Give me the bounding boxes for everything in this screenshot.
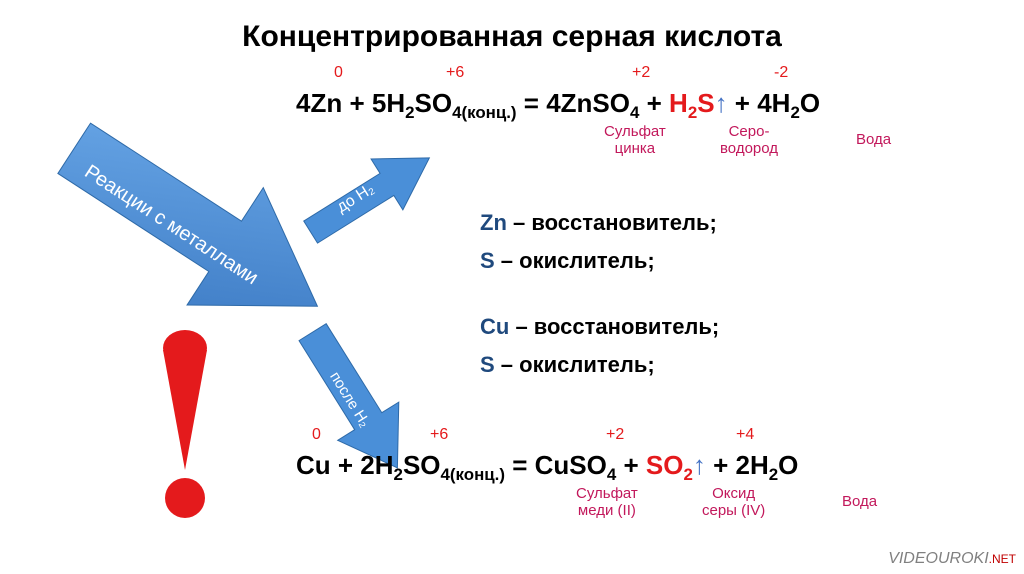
os-cu-plus2: +2 <box>606 426 624 444</box>
role-zn: Zn – восстановитель; <box>480 210 717 236</box>
label-znso4: Сульфатцинка <box>604 124 666 157</box>
os-s-plus6: +6 <box>446 64 464 82</box>
os-s-minus2: -2 <box>774 64 788 82</box>
os-zn-0: 0 <box>334 64 343 82</box>
os-s-plus4: +4 <box>736 426 754 444</box>
equation-2: Cu + 2H2SO4(конц.) = CuSO4 + SO2↑ + 2H2O <box>296 450 798 485</box>
page-title: Концентрированная серная кислота <box>0 0 1024 54</box>
role-s-2: S – окислитель; <box>480 352 655 378</box>
label-h2o-2: Вода <box>842 494 877 511</box>
label-so2: Оксидсеры (IV) <box>702 486 765 519</box>
os-s-plus6-2: +6 <box>430 426 448 444</box>
role-cu: Cu – восстановитель; <box>480 314 719 340</box>
os-zn-plus2: +2 <box>632 64 650 82</box>
label-h2o-1: Вода <box>856 132 891 149</box>
equation-1: 4Zn + 5H2SO4(конц.) = 4ZnSO4 + H2S↑ + 4H… <box>296 88 820 123</box>
label-h2s: Серо-водород <box>720 124 778 157</box>
exclamation-icon <box>140 330 230 520</box>
watermark: VIDEOUROKI.NET <box>888 550 1016 568</box>
os-cu-0: 0 <box>312 426 321 444</box>
arrow-up: до H₂ <box>290 140 450 250</box>
role-s-1: S – окислитель; <box>480 248 655 274</box>
label-cuso4: Сульфатмеди (II) <box>576 486 638 519</box>
